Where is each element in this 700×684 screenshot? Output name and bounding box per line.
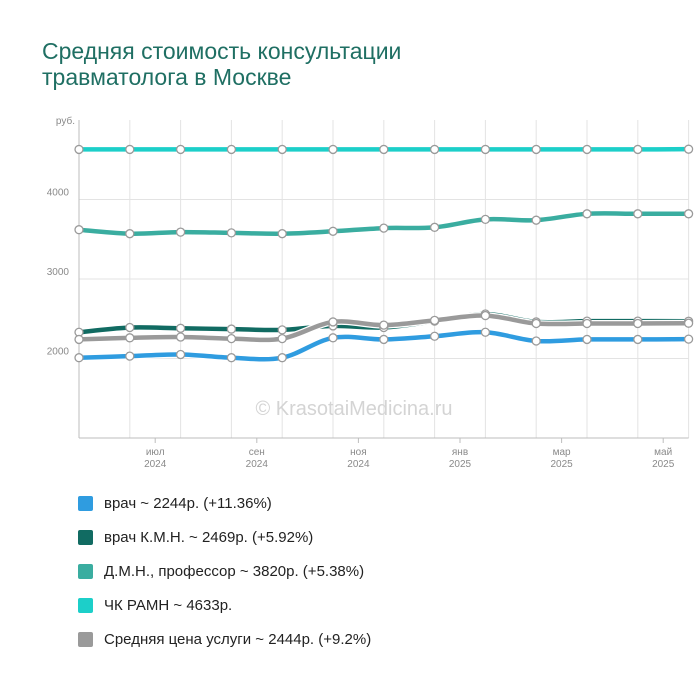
legend-item: Д.М.Н., профессор ~ 3820р. (+5.38%) xyxy=(78,554,638,588)
data-point xyxy=(125,144,135,155)
x-tick-label-year: 2024 xyxy=(144,459,167,470)
legend-label: ЧК РАМН ~ 4633р. xyxy=(104,596,233,614)
data-point xyxy=(277,229,287,239)
legend-item: Средняя цена услуги ~ 2444р. (+9.2%) xyxy=(78,622,638,656)
data-point xyxy=(429,144,440,155)
data-point xyxy=(74,225,84,235)
legend-label: врач К.М.Н. ~ 2469р. (+5.92%) xyxy=(104,528,314,546)
legend-item: ЧК РАМН ~ 4633р. xyxy=(78,588,638,622)
legend-swatch xyxy=(78,563,93,579)
grid xyxy=(78,120,690,438)
data-point xyxy=(480,144,491,155)
y-tick-label: 3000 xyxy=(47,267,70,278)
chart-title-line1: Средняя стоимость консультации xyxy=(42,38,402,64)
data-point xyxy=(582,144,592,155)
legend-swatch xyxy=(78,529,93,545)
data-point xyxy=(531,318,541,329)
data-point xyxy=(277,325,287,335)
data-point xyxy=(125,229,135,239)
data-point xyxy=(175,332,186,342)
data-point xyxy=(683,144,694,154)
legend-label: Д.М.Н., профессор ~ 3820р. (+5.38%) xyxy=(104,562,365,580)
data-point xyxy=(683,334,694,344)
data-point xyxy=(683,318,694,328)
data-point xyxy=(277,333,287,344)
chart-title: Средняя стоимость консультации травматол… xyxy=(42,38,642,90)
x-tick-label-month: ноя xyxy=(350,447,367,458)
data-point xyxy=(633,318,643,329)
data-point xyxy=(125,322,135,333)
data-point xyxy=(531,144,541,155)
points-group xyxy=(74,144,694,363)
data-point xyxy=(531,215,541,225)
x-tick-label-month: янв xyxy=(452,447,468,458)
data-point xyxy=(379,223,389,233)
data-point xyxy=(429,315,440,325)
x-tick-label-year: 2024 xyxy=(347,459,370,470)
y-tick-label: 4000 xyxy=(47,188,70,199)
y-tick-label: 2000 xyxy=(47,347,70,358)
data-point xyxy=(633,209,643,219)
data-point xyxy=(480,310,491,321)
x-tick-label-month: май xyxy=(654,447,672,458)
data-point xyxy=(683,209,694,219)
x-tick-label-month: июл xyxy=(146,447,165,458)
x-tick-label-year: 2025 xyxy=(550,459,573,470)
data-point xyxy=(125,351,135,361)
data-point xyxy=(125,333,135,343)
legend-swatch xyxy=(78,631,93,647)
legend: врач ~ 2244р. (+11.36%) врач К.М.Н. ~ 246… xyxy=(78,486,638,656)
data-point xyxy=(582,209,592,219)
data-point xyxy=(175,144,186,155)
data-point xyxy=(429,222,440,232)
data-point xyxy=(379,320,389,330)
x-tick-label-year: 2025 xyxy=(449,459,472,470)
data-point xyxy=(226,228,237,238)
legend-swatch xyxy=(78,597,93,613)
y-unit-label: руб. xyxy=(56,115,75,127)
data-point xyxy=(582,334,592,345)
line-chart: © KrasotaiMedicina.ru 2000 3000 4000 руб. ию… xyxy=(47,115,694,470)
data-point xyxy=(175,227,186,237)
data-point xyxy=(175,323,186,333)
chart-title-line2: травматолога в Москве xyxy=(42,64,292,90)
data-point xyxy=(74,353,84,363)
data-point xyxy=(74,334,84,345)
legend-item: врач ~ 2244р. (+11.36%) xyxy=(78,486,638,520)
data-point xyxy=(328,333,338,343)
data-point xyxy=(379,144,389,155)
legend-item: врач К.М.Н. ~ 2469р. (+5.92%) xyxy=(78,520,638,554)
data-point xyxy=(379,334,389,345)
data-point xyxy=(175,349,186,360)
legend-swatch xyxy=(78,495,93,511)
x-tick-label-year: 2024 xyxy=(246,459,269,470)
watermark-text: © KrasotaiMedicina.ru xyxy=(255,398,452,420)
data-point xyxy=(531,336,541,346)
data-point xyxy=(633,334,643,345)
data-point xyxy=(74,144,84,155)
data-point xyxy=(480,214,491,225)
data-point xyxy=(277,144,287,155)
x-tick-label-year: 2025 xyxy=(652,459,675,470)
legend-label: врач ~ 2244р. (+11.36%) xyxy=(104,494,272,512)
data-point xyxy=(328,144,338,155)
data-point xyxy=(328,226,338,236)
data-point xyxy=(226,353,237,363)
data-point xyxy=(226,333,237,344)
data-point xyxy=(277,353,287,363)
data-point xyxy=(633,144,643,155)
data-point xyxy=(328,317,338,327)
axes: 200030004000руб.июл2024сен2024ноя2024янв… xyxy=(47,115,689,470)
legend-label: Средняя цена услуги ~ 2444р. (+9.2%) xyxy=(104,630,372,648)
data-point xyxy=(226,324,237,334)
x-tick-label-month: сен xyxy=(249,447,265,458)
x-tick-label-month: мар xyxy=(553,447,571,458)
data-point xyxy=(582,318,592,329)
data-point xyxy=(480,327,491,337)
data-point xyxy=(226,144,237,155)
data-point xyxy=(429,331,440,341)
